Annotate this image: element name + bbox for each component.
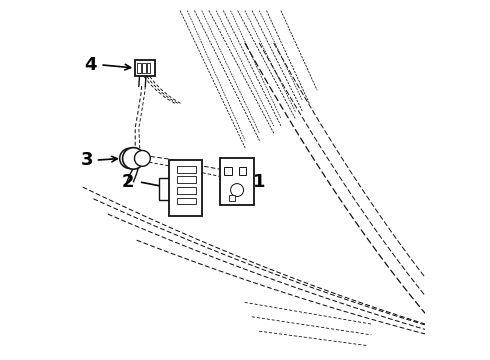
Bar: [220, 158, 254, 205]
Bar: [176, 176, 196, 183]
Circle shape: [231, 184, 244, 197]
Bar: [224, 167, 232, 175]
Bar: [170, 160, 202, 216]
Bar: [142, 63, 146, 73]
Bar: [159, 178, 170, 200]
Bar: [176, 187, 196, 194]
Text: 1: 1: [253, 173, 266, 191]
Bar: [147, 63, 150, 73]
Bar: [137, 63, 141, 73]
Text: 4: 4: [84, 56, 97, 74]
Bar: [176, 166, 196, 173]
Bar: [239, 167, 246, 175]
Circle shape: [122, 148, 144, 169]
Text: 2: 2: [122, 173, 134, 191]
Bar: [176, 198, 196, 204]
Bar: [135, 60, 155, 76]
Bar: [229, 195, 235, 201]
Circle shape: [134, 150, 150, 166]
Text: 3: 3: [80, 151, 93, 169]
